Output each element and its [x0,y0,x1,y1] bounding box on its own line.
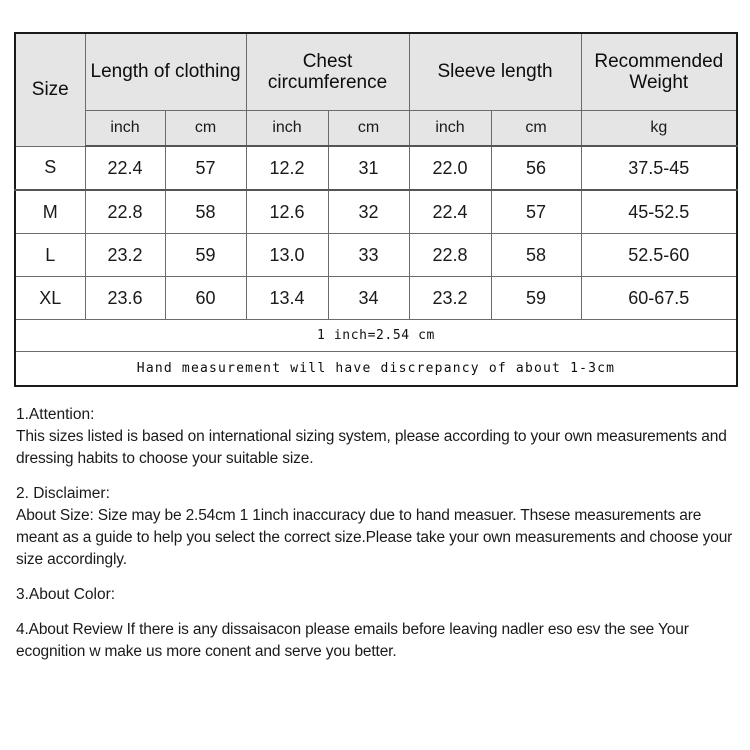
note-block-disclaimer: 2. Disclaimer: About Size: Size may be 2… [16,483,738,571]
cell-length-inch: 22.4 [84,145,166,191]
header-group-sleeve: Sleeve length [408,32,582,111]
size-table-container: Size Length of clothing Chest circumfere… [14,32,739,387]
cell-length-cm: 59 [164,233,247,277]
header-unit-sleeve-cm: cm [490,110,582,147]
header-unit-chest-inch: inch [245,110,329,147]
note-body: 4.About Review If there is any dissaisac… [16,621,689,660]
cell-sleeve-cm: 56 [490,145,582,191]
cell-chest-cm: 33 [327,233,410,277]
cell-chest-cm: 31 [327,145,410,191]
cell-chest-cm: 34 [327,276,410,320]
header-unit-length-inch: inch [84,110,166,147]
cell-length-inch: 23.2 [84,233,166,277]
size-table: Size Length of clothing Chest circumfere… [14,32,739,387]
cell-chest-inch: 12.2 [245,145,329,191]
table-footnote-conversion-row: 1 inch=2.54 cm [14,319,738,352]
cell-sleeve-inch: 22.0 [408,145,492,191]
header-unit-length-cm: cm [164,110,247,147]
cell-weight-kg: 45-52.5 [580,189,738,234]
note-heading: 2. Disclaimer: [16,485,110,502]
table-row: M 22.8 58 12.6 32 22.4 57 45-52.5 [14,189,738,234]
cell-chest-inch: 12.6 [245,189,329,234]
header-group-chest: Chest circumference [245,32,410,111]
cell-size: L [14,233,86,277]
header-unit-chest-cm: cm [327,110,410,147]
cell-sleeve-inch: 22.8 [408,233,492,277]
note-heading: 1.Attention: [16,406,95,423]
table-row: XL 23.6 60 13.4 34 23.2 59 60-67.5 [14,276,738,320]
table-header-unit-row: inch cm inch cm inch cm kg [15,110,738,147]
header-size: Size [14,32,86,147]
cell-sleeve-cm: 57 [490,189,582,234]
cell-sleeve-cm: 58 [490,233,582,277]
cell-chest-cm: 32 [327,189,410,234]
table-header-group-row: Size Length of clothing Chest circumfere… [14,32,738,147]
cell-size: M [14,189,86,234]
cell-chest-inch: 13.0 [245,233,329,277]
note-block-attention: 1.Attention: This sizes listed is based … [16,404,738,470]
cell-chest-inch: 13.4 [245,276,329,320]
cell-sleeve-inch: 23.2 [408,276,492,320]
cell-size: S [14,145,86,191]
footnote-discrepancy: Hand measurement will have discrepancy o… [14,351,738,387]
note-body: This sizes listed is based on internatio… [16,428,727,467]
header-unit-sleeve-inch: inch [408,110,492,147]
footnote-conversion: 1 inch=2.54 cm [14,319,738,352]
cell-length-inch: 22.8 [84,189,166,234]
cell-length-inch: 23.6 [84,276,166,320]
cell-size: XL [14,276,86,320]
note-block-about-color: 3.About Color: [16,584,738,606]
cell-sleeve-inch: 22.4 [408,189,492,234]
cell-length-cm: 57 [164,145,247,191]
cell-sleeve-cm: 59 [490,276,582,320]
table-row: S 22.4 57 12.2 31 22.0 56 37.5-45 [14,145,738,191]
header-group-length: Length of clothing [84,32,247,111]
cell-weight-kg: 60-67.5 [580,276,738,320]
notes-section: 1.Attention: This sizes listed is based … [16,404,738,676]
note-block-about-review: 4.About Review If there is any dissaisac… [16,619,738,663]
note-heading: 3.About Color: [16,586,116,603]
cell-weight-kg: 37.5-45 [580,145,738,191]
table-row: L 23.2 59 13.0 33 22.8 58 52.5-60 [14,233,738,277]
cell-length-cm: 58 [164,189,247,234]
table-footnote-discrepancy-row: Hand measurement will have discrepancy o… [14,351,738,387]
cell-length-cm: 60 [164,276,247,320]
header-group-weight: Recommended Weight [580,32,738,111]
cell-weight-kg: 52.5-60 [580,233,738,277]
header-unit-weight-kg: kg [580,110,738,147]
note-body: About Size: Size may be 2.54cm 1 1inch i… [16,507,733,568]
